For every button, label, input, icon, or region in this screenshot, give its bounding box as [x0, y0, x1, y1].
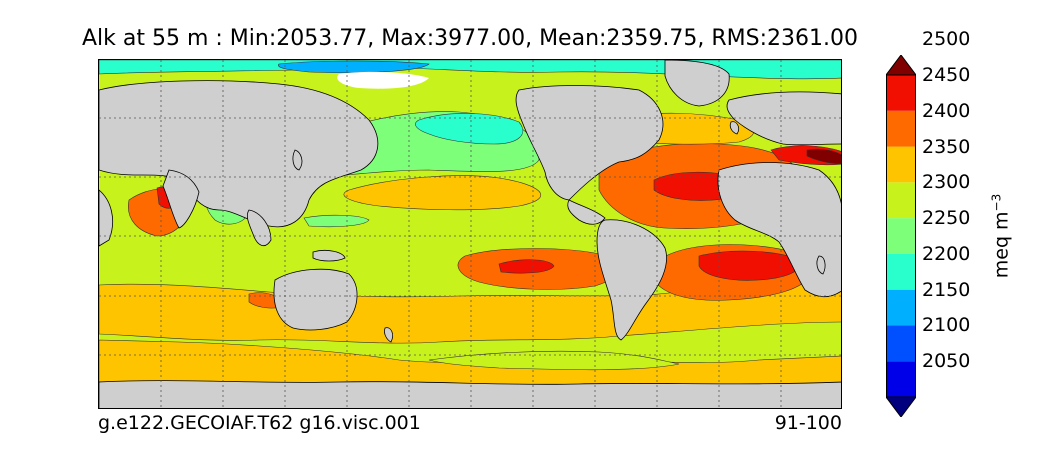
- colorbar-extend-low: [886, 396, 916, 417]
- land-nz: [384, 327, 393, 343]
- colorbar-tick-label: 2500: [922, 28, 971, 51]
- land-antarctica: [99, 380, 841, 408]
- alk-field-2300-southpac: [428, 350, 680, 371]
- colorbar-segment: [886, 182, 916, 219]
- map-title: Alk at 55 m : Min:2053.77, Max:3977.00, …: [81, 26, 858, 51]
- alk-field-2350-npac: [343, 175, 542, 211]
- alk-field-2250-wpac: [303, 214, 370, 228]
- land-north-america: [515, 85, 664, 201]
- alk-field-2500-med: [806, 148, 841, 165]
- land-seasia: [246, 209, 272, 247]
- alk-field-2200-bering: [415, 113, 524, 145]
- colorbar-tick-label: 2050: [922, 350, 971, 373]
- colorbar-segment: [886, 325, 916, 362]
- year-range: 91-100: [774, 412, 842, 434]
- graticule: [99, 60, 841, 408]
- land-uk: [729, 121, 739, 135]
- land-greenland: [664, 60, 730, 107]
- colorbar-tick-label: 2400: [922, 99, 971, 122]
- land-africa: [717, 162, 841, 298]
- land-masses: [99, 60, 841, 408]
- colorbar-segment: [886, 361, 916, 397]
- alkalinity-map: [98, 59, 842, 409]
- colorbar-tick-label: 2450: [922, 64, 971, 86]
- colorbar-tick-label: 2250: [922, 207, 971, 230]
- colorbar-segment: [886, 218, 916, 254]
- colorbar-unit-label: meq m−3: [989, 193, 1013, 279]
- land-madagascar: [816, 255, 826, 275]
- sea-ice-arctic: [337, 71, 429, 89]
- alk-field-2150-arctic: [278, 60, 430, 74]
- land-newguinea: [312, 250, 346, 262]
- land-india: [162, 169, 200, 229]
- colorbar: [886, 55, 916, 417]
- colorbar-frame: [886, 74, 916, 398]
- case-name: g.e122.GECOIAF.T62 g16.visc.001: [98, 412, 421, 434]
- colorbar-tick-label: 2150: [922, 278, 971, 301]
- alk-field-2450-spac: [498, 259, 555, 274]
- colorbar-tick-label: 2200: [922, 242, 971, 265]
- colorbar-tick-label: 2300: [922, 171, 971, 194]
- colorbar-extend-high: [886, 55, 916, 76]
- colorbar-segment: [886, 146, 916, 183]
- colorbar-tick-label: 2350: [922, 135, 971, 158]
- colorbar-segment: [886, 253, 916, 290]
- colorbar-tick-label: 2100: [922, 314, 971, 337]
- alk-field-2450-satl: [698, 250, 801, 281]
- land-australia: [273, 268, 358, 331]
- colorbar-segment: [886, 75, 916, 111]
- land-africa-east: [99, 189, 113, 247]
- colorbar-segment: [886, 289, 916, 326]
- land-south-america: [596, 219, 667, 341]
- land-central-america: [567, 199, 606, 225]
- land-japan: [292, 149, 303, 171]
- colorbar-segment: [886, 110, 916, 147]
- land-europe: [726, 91, 841, 146]
